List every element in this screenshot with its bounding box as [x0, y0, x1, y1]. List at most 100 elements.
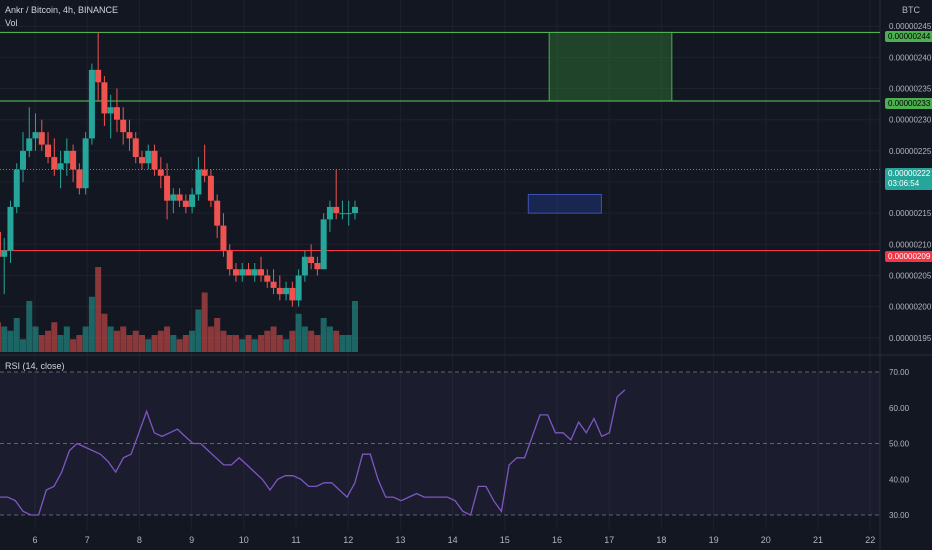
- volume-bar: [45, 330, 52, 352]
- volume-bar: [95, 267, 102, 352]
- rsi-band: [0, 372, 880, 515]
- volume-bar: [1, 326, 8, 352]
- candle-body: [95, 69, 102, 83]
- time-tick-label: 9: [189, 535, 194, 545]
- time-tick-label: 14: [448, 535, 458, 545]
- volume-bar: [88, 296, 95, 352]
- volume-bar: [107, 326, 114, 352]
- volume-bar: [308, 330, 315, 352]
- time-tick-label: 20: [761, 535, 771, 545]
- demand-zone: [527, 193, 602, 214]
- candle-body: [126, 132, 133, 139]
- volume-bar: [63, 326, 70, 352]
- volume-bar: [232, 335, 239, 352]
- candle-body: [82, 138, 89, 189]
- volume-bar: [113, 330, 120, 352]
- volume-bar: [258, 335, 265, 352]
- candle-body: [176, 194, 183, 201]
- volume-bar: [76, 335, 83, 352]
- candle-body: [283, 287, 290, 295]
- candle-body: [251, 269, 258, 276]
- candle-body: [19, 150, 26, 170]
- price-tick-label: 0.00000205: [889, 271, 932, 280]
- volume-bar: [264, 330, 271, 352]
- price-tick-label: 0.00000210: [889, 240, 932, 249]
- price-tick-label: 0.00000230: [889, 116, 932, 125]
- volume-bar: [195, 309, 202, 352]
- time-tick-label: 19: [709, 535, 719, 545]
- rsi-tick-label: 30.00: [889, 511, 910, 520]
- candle-body: [351, 206, 358, 214]
- candle-body: [101, 82, 108, 114]
- volume-bar: [13, 318, 20, 352]
- volume-bar: [295, 313, 302, 352]
- candle-body: [76, 169, 83, 189]
- candle-body: [26, 138, 33, 151]
- time-tick-label: 15: [500, 535, 510, 545]
- volume-bar: [170, 335, 177, 352]
- candle-body: [139, 157, 146, 164]
- candle-body: [157, 169, 164, 176]
- volume-bar: [38, 335, 45, 352]
- rsi-tick-label: 50.00: [889, 440, 910, 449]
- lower-resistance-price-tag: 0.00000233: [885, 98, 932, 109]
- candle-body: [239, 269, 246, 276]
- time-tick-label: 21: [813, 535, 823, 545]
- time-tick-label: 16: [552, 535, 562, 545]
- candle-body: [120, 119, 127, 133]
- volume-bar: [270, 326, 277, 352]
- candle-body: [189, 194, 196, 207]
- volume-bar: [333, 330, 340, 352]
- candle-body: [88, 69, 95, 139]
- time-tick-label: 8: [137, 535, 142, 545]
- volume-bar: [245, 335, 252, 352]
- price-tick-label: 0.00000240: [889, 53, 932, 62]
- volume-bar: [351, 301, 358, 352]
- rsi-tick-label: 70.00: [889, 368, 910, 377]
- candle-body: [57, 163, 64, 170]
- volume-label: Vol: [5, 18, 18, 28]
- volume-bar: [101, 313, 108, 352]
- candle-body: [182, 200, 189, 207]
- volume-bar: [132, 330, 139, 352]
- candle-body: [207, 175, 214, 201]
- volume-bar: [70, 339, 77, 352]
- volume-bar: [283, 339, 290, 352]
- candle-body: [170, 194, 177, 201]
- candle-body: [0, 231, 1, 257]
- current-price-value: 0.00000222: [888, 169, 931, 178]
- candle-body: [113, 107, 120, 120]
- price-tick-label: 0.00000215: [889, 209, 932, 218]
- volume-bar: [164, 326, 171, 352]
- candle-body: [232, 269, 239, 276]
- candle-body: [295, 275, 302, 301]
- volume-bar: [289, 330, 296, 352]
- volume-bar: [176, 339, 183, 352]
- candle-body: [195, 169, 202, 195]
- volume-bar: [0, 322, 1, 352]
- candle-body: [226, 250, 233, 270]
- time-tick-label: 22: [865, 535, 875, 545]
- candle-body: [333, 206, 340, 214]
- candle-body: [51, 157, 58, 170]
- candle-body: [308, 256, 315, 263]
- volume-bar: [226, 335, 233, 352]
- volume-bar: [314, 335, 321, 352]
- price-tick-label: 0.00000225: [889, 147, 932, 156]
- candle-body: [201, 169, 208, 176]
- candle-body: [151, 150, 158, 170]
- candle-body: [245, 269, 252, 276]
- volume-bar: [220, 330, 227, 352]
- time-tick-label: 11: [291, 535, 300, 545]
- candle-body: [13, 169, 20, 207]
- candle-body: [270, 281, 277, 288]
- candle-body: [107, 107, 114, 114]
- time-tick-label: 13: [395, 535, 405, 545]
- time-tick-label: 12: [343, 535, 353, 545]
- candle-body: [339, 213, 346, 215]
- volume-bar: [7, 330, 14, 352]
- candle-body: [1, 250, 8, 257]
- time-tick-label: 10: [239, 535, 249, 545]
- candle-body: [220, 225, 227, 251]
